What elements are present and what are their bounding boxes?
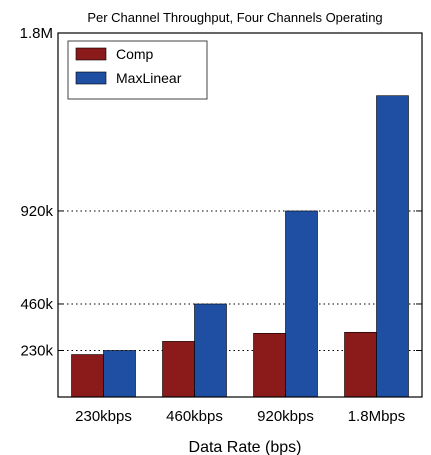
bar-comp-230kbps [71, 354, 104, 398]
bar-maxlinear-460kbps [194, 303, 227, 398]
bar-maxlinear-920kbps [285, 210, 318, 398]
chart-title: Per Channel Throughput, Four Channels Op… [87, 10, 382, 25]
legend-swatch-comp [75, 47, 107, 61]
x-axis-label: Data Rate (bps) [189, 439, 302, 455]
legend-label-maxlinear: MaxLinear [116, 70, 182, 86]
bar-maxlinear-18mbps [376, 95, 409, 398]
y-axis-ticks: 230k 460k 920k 1.8M [20, 25, 422, 359]
x-tick-label: 230kbps [75, 408, 132, 425]
legend-swatch-maxlinear [75, 71, 107, 85]
bars [71, 95, 409, 398]
bar-comp-460kbps [162, 341, 195, 398]
bar-comp-18mbps [344, 331, 377, 398]
x-axis-ticks: 230kbps 460kbps 920kbps 1.8Mbps [75, 391, 405, 425]
legend-label-comp: Comp [116, 46, 154, 62]
y-tick-label: 1.8M [20, 25, 53, 42]
gridlines [58, 210, 422, 351]
bar-comp-920kbps [253, 332, 286, 398]
x-tick-label: 460kbps [166, 408, 223, 425]
x-tick-label: 920kbps [257, 408, 314, 425]
y-tick-label: 460k [20, 296, 53, 313]
bar-maxlinear-230kbps [103, 350, 136, 398]
axes-frame [57, 32, 423, 398]
y-tick-label: 920k [20, 203, 53, 220]
x-tick-label: 1.8Mbps [348, 408, 406, 425]
y-tick-label: 230k [20, 342, 53, 359]
legend: Comp MaxLinear [67, 40, 208, 100]
